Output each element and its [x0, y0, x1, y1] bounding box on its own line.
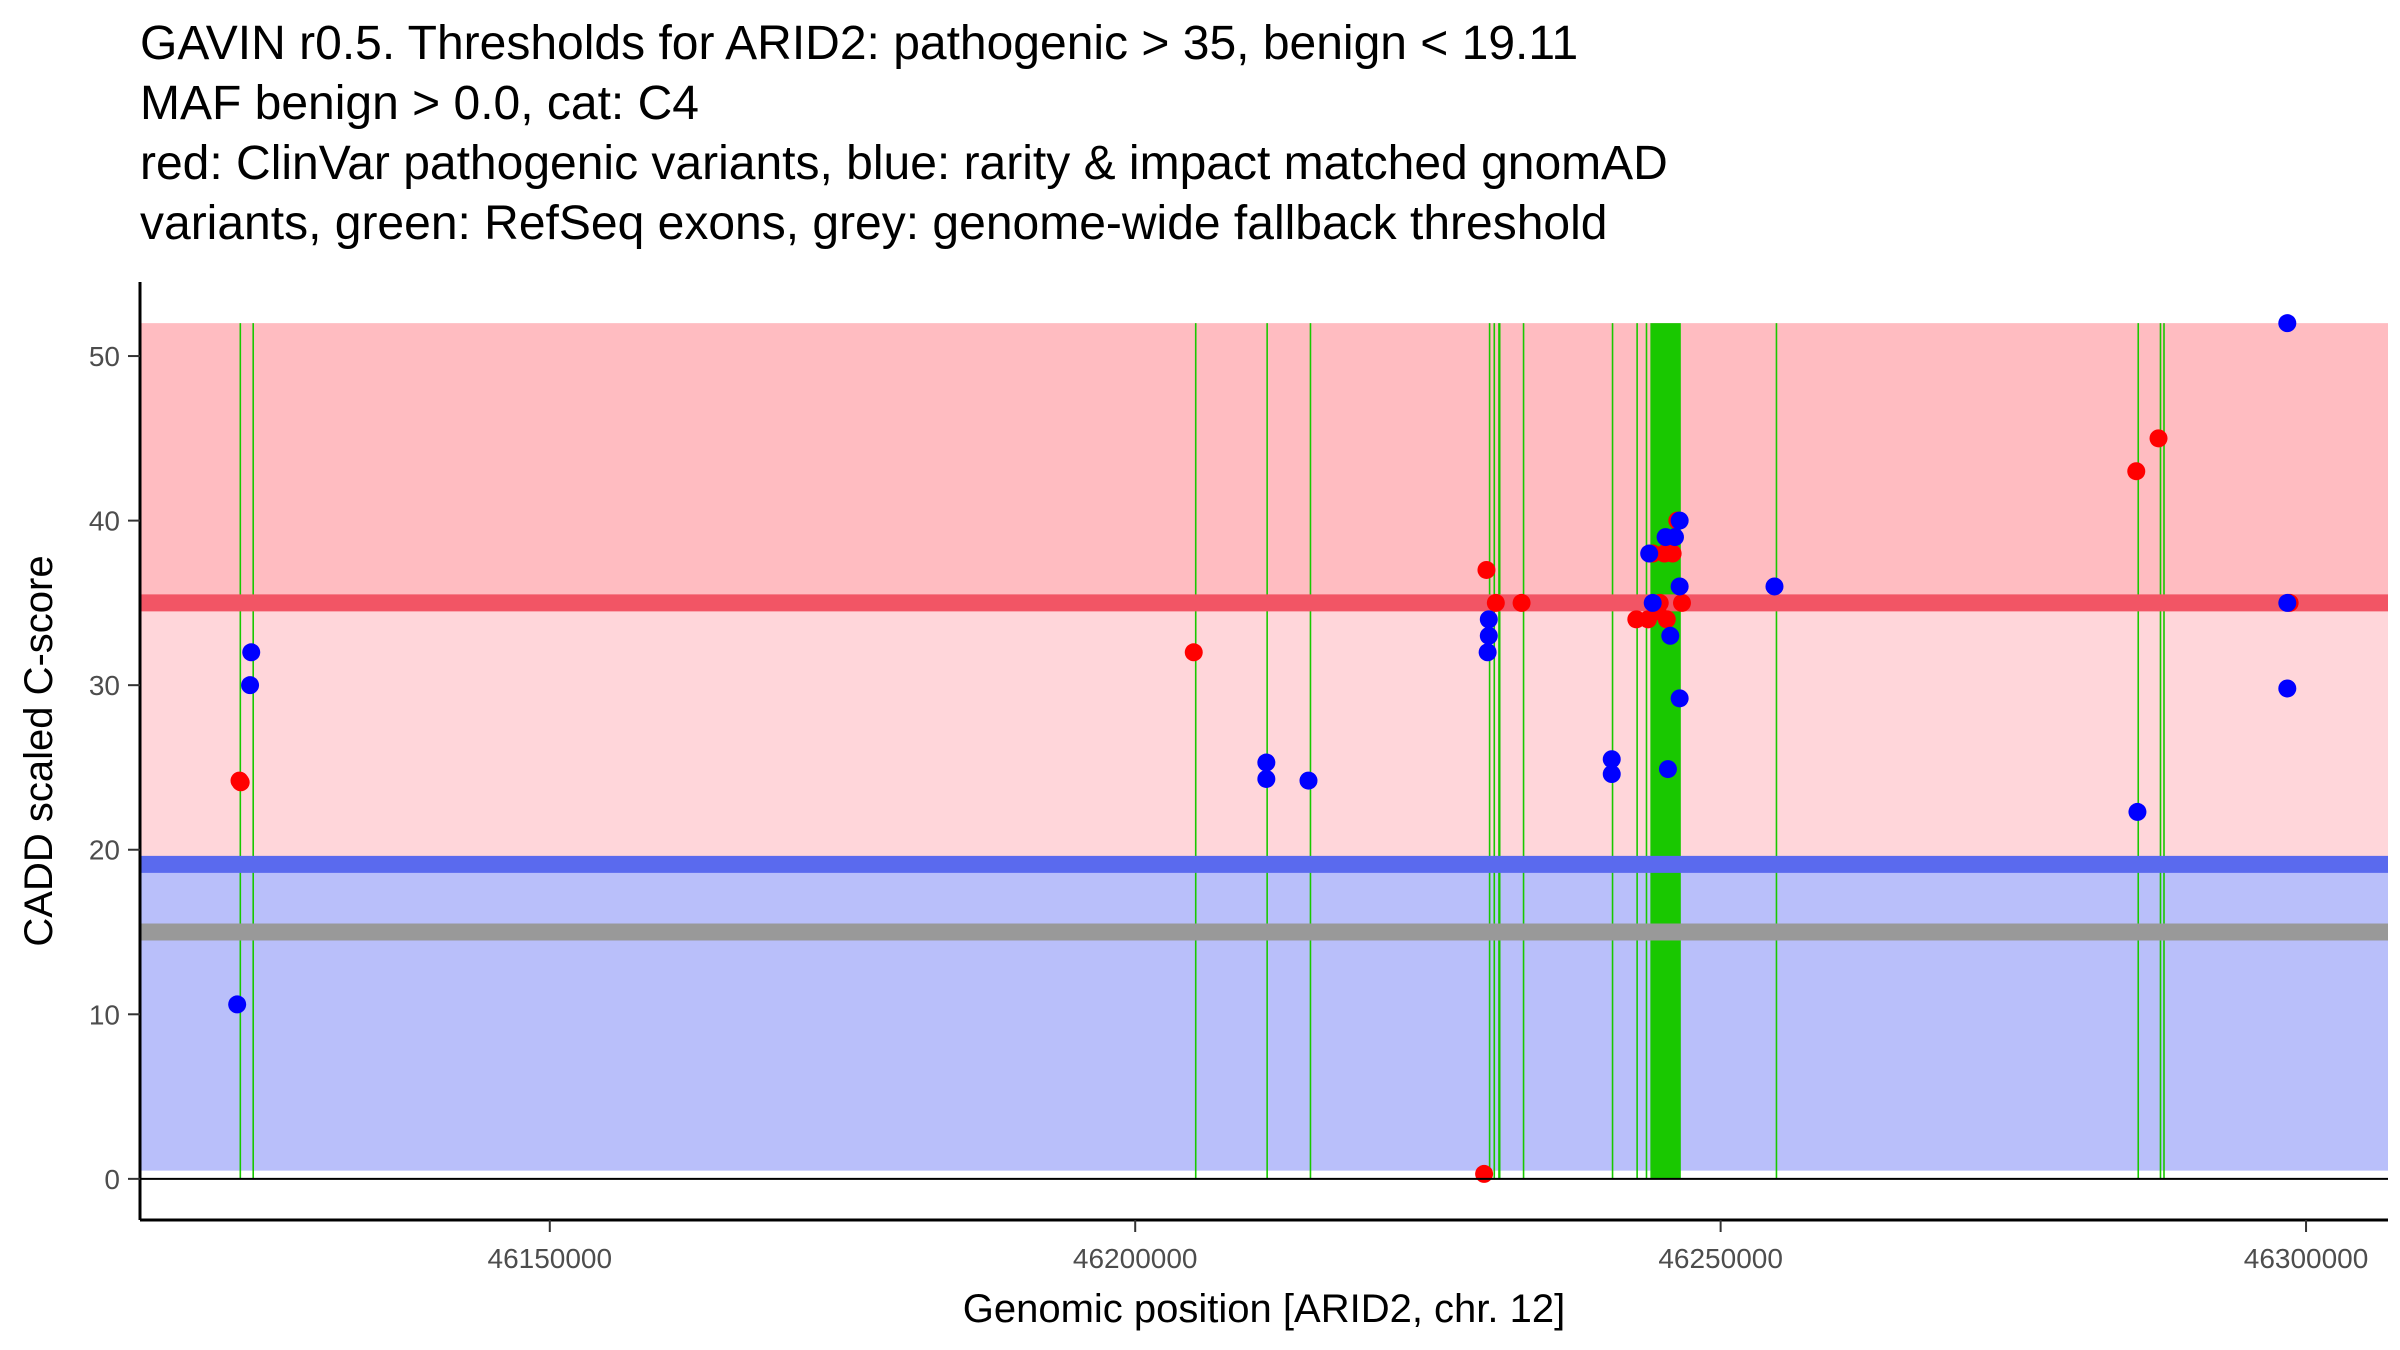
gnomad-point-10: [1602, 750, 1621, 769]
uncertain-region: [140, 602, 2388, 865]
clinvar-point-19: [2149, 429, 2168, 448]
exon-3: [1194, 323, 1197, 1179]
y-axis-ticks: 0 10 20 30 40 50: [89, 341, 140, 1195]
exon-8: [1498, 323, 1501, 1179]
y-tick-label-2: 10: [89, 999, 120, 1030]
gnomad-point-11: [1602, 765, 1621, 784]
exon-4: [1266, 323, 1268, 1179]
gnomad-point-22: [2128, 802, 2147, 821]
exon-2: [252, 323, 254, 1179]
exon-13: [1650, 323, 1681, 1179]
gnomad-point-25: [2278, 679, 2297, 698]
y-tick-label-4: 30: [89, 670, 120, 701]
exon-9: [1522, 323, 1525, 1179]
exon-11: [1636, 323, 1638, 1179]
exon-6: [1488, 323, 1491, 1179]
benign-region: [140, 864, 2388, 1171]
clinvar-point-4: [1475, 1164, 1494, 1183]
gnomad-point-16: [1661, 626, 1680, 645]
exon-14: [1775, 323, 1778, 1179]
gnomad-point-18: [1670, 511, 1689, 530]
gnomad-point-9: [1478, 643, 1497, 662]
y-tick-label-5: 40: [89, 506, 120, 537]
gnomad-point-19: [1670, 577, 1689, 596]
axes: [138, 282, 2388, 1222]
gnomad-point-4: [1257, 753, 1276, 772]
gnomad-point-15: [1658, 760, 1677, 779]
clinvar-point-18: [2127, 462, 2146, 481]
x-tick-label-2: 46200000: [1073, 1243, 1198, 1274]
x-axis-title: Genomic position [ARID2, chr. 12]: [963, 1287, 1566, 1331]
title-line-4: variants, green: RefSeq exons, grey: gen…: [140, 197, 1608, 250]
clinvar-point-14: [1657, 610, 1676, 629]
clinvar-point-3: [1184, 643, 1203, 662]
exon-16: [2159, 323, 2162, 1179]
clinvar-point-17: [1672, 593, 1691, 612]
y-tick-label-6: 50: [89, 341, 120, 372]
gnomad-point-20: [1670, 689, 1689, 708]
clinvar-point-2: [231, 773, 250, 792]
y-tick-label-3: 20: [89, 835, 120, 866]
x-tick-label-1: 46150000: [488, 1243, 613, 1274]
exon-17: [2163, 323, 2165, 1179]
y-tick-label-1: 0: [104, 1164, 120, 1195]
data-points: [228, 314, 2299, 1183]
exon-lines: [239, 323, 2165, 1179]
exon-1: [239, 323, 242, 1179]
chart-title: GAVIN r0.5. Thresholds for ARID2: pathog…: [140, 14, 2380, 254]
exon-7: [1493, 323, 1496, 1179]
gnomad-point-5: [1257, 769, 1276, 788]
clinvar-point-5: [1477, 560, 1496, 579]
gnomad-point-12: [1640, 544, 1659, 563]
gnomad-point-8: [1479, 626, 1498, 645]
clinvar-point-7: [1512, 593, 1531, 612]
gnomad-point-17: [1665, 528, 1684, 547]
gnomad-point-21: [1765, 577, 1784, 596]
gnomad-point-24: [2278, 593, 2297, 612]
gnomad-point-1: [228, 995, 247, 1014]
gnomad-point-3: [242, 643, 261, 662]
x-axis-ticks: 46150000 46200000 46250000 46300000: [488, 1220, 2369, 1274]
gnomad-point-7: [1479, 610, 1498, 629]
gnomad-point-2: [241, 676, 260, 695]
exon-15: [2137, 323, 2140, 1179]
threshold-regions: [140, 323, 2388, 1171]
gnomad-point-23: [2278, 314, 2297, 333]
gnomad-point-6: [1299, 771, 1318, 790]
clinvar-point-15: [1663, 544, 1682, 563]
x-tick-label-4: 46300000: [2244, 1243, 2369, 1274]
title-line-2: MAF benign > 0.0, cat: C4: [140, 77, 699, 130]
x-tick-label-3: 46250000: [1658, 1243, 1783, 1274]
threshold-lines: [140, 594, 2388, 941]
clinvar-point-6: [1486, 593, 1505, 612]
exon-12: [1645, 323, 1648, 1179]
pathogenic-region: [140, 323, 2388, 603]
exon-5: [1309, 323, 1312, 1179]
gnomad-point-13: [1643, 593, 1662, 612]
title-line-1: GAVIN r0.5. Thresholds for ARID2: pathog…: [140, 17, 1579, 70]
y-axis-title: CADD scaled C-score: [17, 555, 61, 946]
title-line-3: red: ClinVar pathogenic variants, blue: …: [140, 137, 1668, 190]
